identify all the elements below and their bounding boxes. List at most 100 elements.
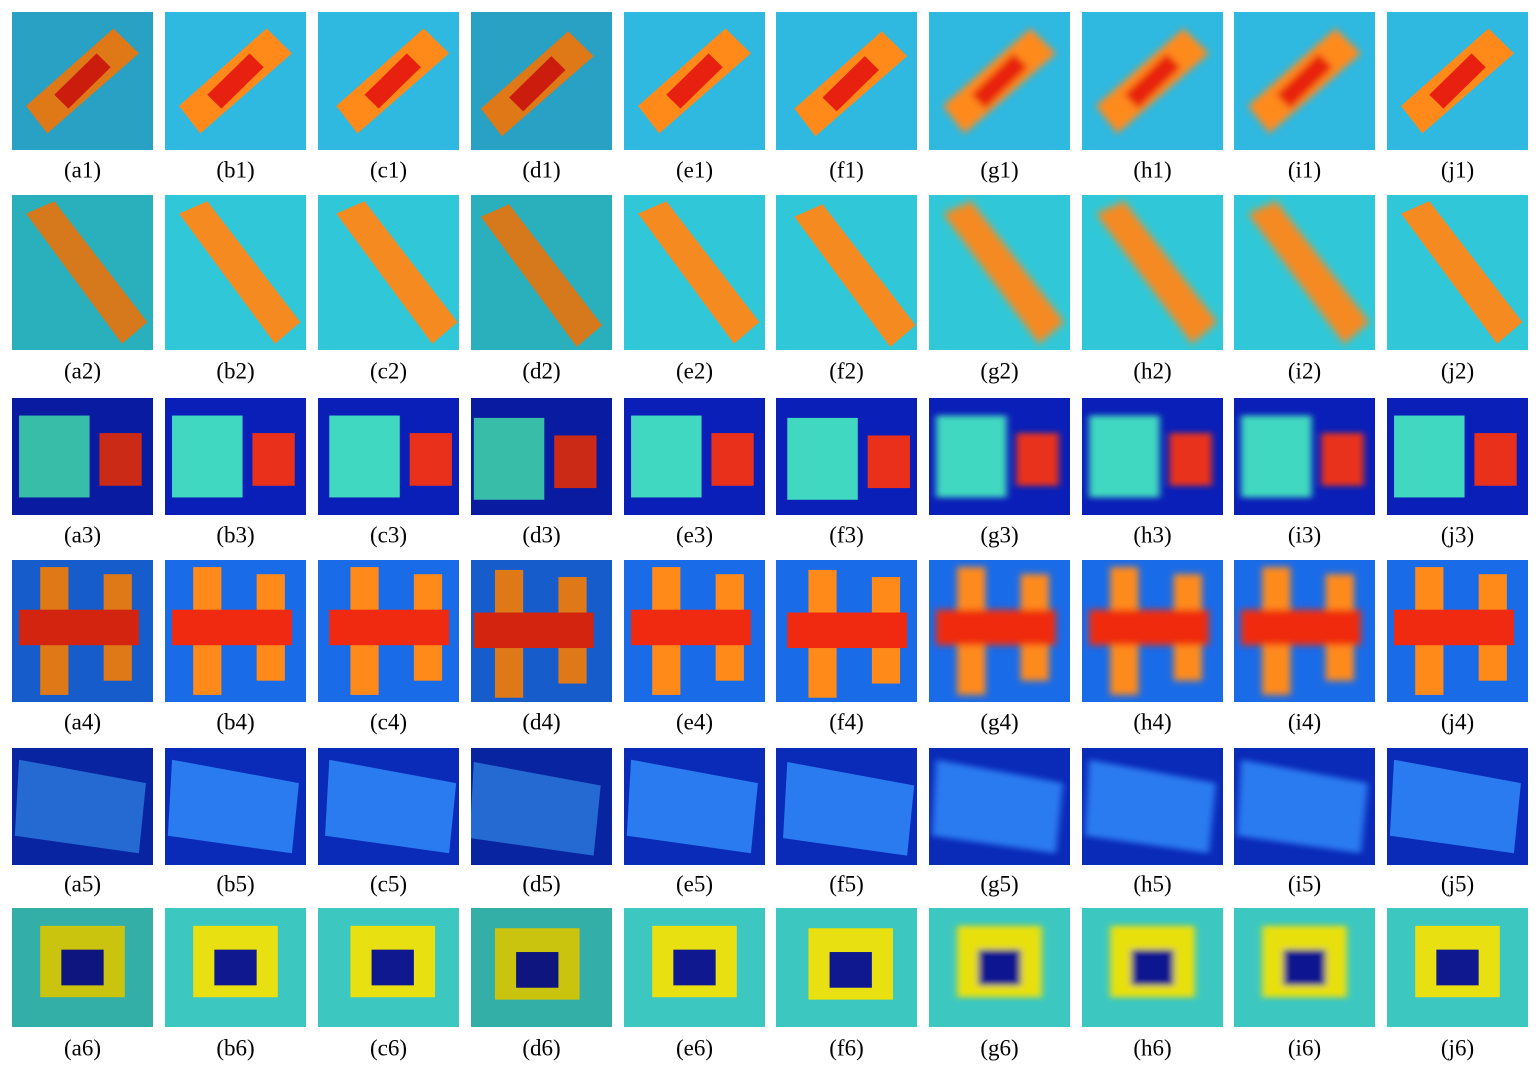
panel-label: (b1) (216, 157, 254, 182)
building-part (1084, 759, 1216, 854)
result-image (1234, 195, 1375, 350)
building (179, 28, 292, 134)
panel-label: (a5) (64, 871, 101, 896)
panel-label: (c2) (370, 358, 407, 383)
result-image (318, 748, 459, 865)
result-image (624, 748, 765, 865)
building-part (207, 53, 264, 109)
building-part (666, 53, 723, 109)
building-part (409, 433, 452, 486)
building-part (371, 949, 414, 986)
building (638, 201, 760, 344)
panel-label: (b4) (216, 709, 254, 734)
result-image (12, 12, 153, 150)
result-image (471, 908, 612, 1027)
building-part (336, 201, 458, 344)
building-part (1276, 53, 1333, 109)
building-part (631, 415, 702, 498)
building-part (822, 56, 879, 112)
panel-label: (i2) (1288, 358, 1321, 383)
panel-label: (e5) (676, 871, 713, 896)
result-image (12, 748, 153, 865)
result-image (1234, 560, 1375, 702)
panel-label: (j3) (1441, 522, 1474, 547)
building (794, 31, 908, 137)
result-image (12, 398, 153, 515)
building-part (172, 609, 292, 646)
panel-label: (i5) (1288, 871, 1321, 896)
noise (471, 560, 612, 702)
result-image (929, 398, 1070, 515)
building (787, 569, 908, 698)
building-part (1436, 949, 1479, 986)
building (336, 201, 458, 344)
result-image (12, 908, 153, 1027)
noise (12, 560, 153, 702)
panel-label: (g4) (980, 709, 1018, 734)
result-image (471, 398, 612, 515)
result-image (1234, 398, 1375, 515)
panel-label: (f2) (829, 358, 863, 383)
panel-label: (f5) (829, 871, 863, 896)
result-image (624, 12, 765, 150)
building (1096, 28, 1209, 134)
building (652, 925, 737, 998)
building (1089, 567, 1209, 695)
building-part (1401, 201, 1523, 344)
building (167, 759, 299, 854)
panel-label: (c5) (370, 871, 407, 896)
building (787, 417, 910, 500)
building (1394, 415, 1517, 498)
result-image (929, 748, 1070, 865)
result-image (1387, 398, 1528, 515)
result-image (776, 12, 917, 150)
panel-label: (i1) (1288, 157, 1321, 182)
result-image (1234, 908, 1375, 1027)
building (329, 567, 450, 695)
noise (12, 908, 153, 1027)
panel-label: (e4) (676, 709, 713, 734)
result-image (165, 398, 306, 515)
noise (12, 398, 153, 515)
panel-label: (a4) (64, 709, 101, 734)
result-image (1082, 195, 1223, 350)
result-image (929, 908, 1070, 1027)
noise (471, 908, 612, 1027)
panel-label: (g5) (980, 871, 1018, 896)
panel-label: (e3) (676, 522, 713, 547)
panel-label: (b3) (216, 522, 254, 547)
panel-label: (g1) (980, 157, 1018, 182)
building (638, 28, 751, 134)
building-part (971, 53, 1028, 109)
panel-label: (j4) (1441, 709, 1474, 734)
building (325, 759, 457, 854)
panel-label: (h6) (1133, 1035, 1171, 1060)
panel-label: (g3) (980, 522, 1018, 547)
building-part (783, 762, 915, 856)
building (350, 925, 436, 998)
result-image (318, 560, 459, 702)
panel-label: (h4) (1133, 709, 1171, 734)
result-image (471, 560, 612, 702)
noise (12, 195, 153, 350)
result-image (1082, 398, 1223, 515)
panel-label: (i3) (1288, 522, 1321, 547)
building (943, 28, 1056, 134)
building (1262, 925, 1347, 998)
panel-label: (d3) (522, 522, 560, 547)
building-part (787, 612, 908, 649)
building-part (1131, 949, 1174, 986)
building (1394, 567, 1514, 695)
building (1096, 201, 1218, 344)
building (1248, 28, 1361, 134)
panel-label: (e2) (676, 358, 713, 383)
result-image (776, 398, 917, 515)
result-image (1082, 748, 1223, 865)
result-image (165, 12, 306, 150)
result-image (1082, 908, 1223, 1027)
panel-label: (h1) (1133, 157, 1171, 182)
building (1248, 201, 1370, 344)
building-part (364, 53, 421, 109)
panel-label: (i4) (1288, 709, 1321, 734)
panel-label: (a3) (64, 522, 101, 547)
